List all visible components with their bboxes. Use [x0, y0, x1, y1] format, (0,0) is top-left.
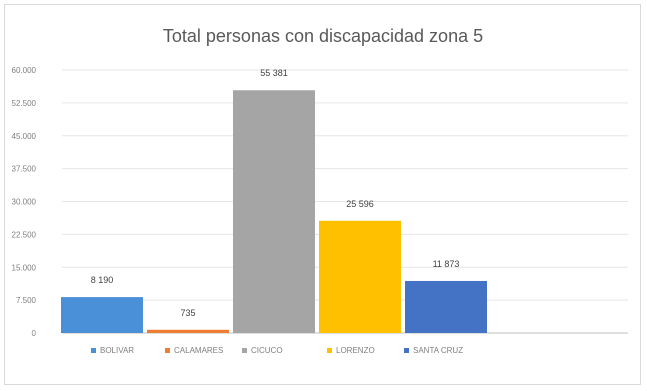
legend-swatch	[242, 348, 247, 353]
legend-swatch	[404, 348, 409, 353]
legend-swatch	[165, 348, 170, 353]
y-tick-label: 0	[32, 329, 37, 338]
bar-bolivar	[61, 297, 143, 333]
bar-santa-cruz	[405, 280, 487, 333]
legend-item-calamares: CALAMARES	[165, 346, 223, 355]
bar-cicuco	[233, 90, 315, 334]
data-labels: 8 190 735 55 381 25 596 11 873	[91, 68, 460, 318]
legend-label: SANTA CRUZ	[413, 346, 463, 355]
data-label: 25 596	[346, 199, 374, 209]
legend-swatch	[327, 348, 332, 353]
bars	[61, 90, 487, 334]
data-label: 8 190	[91, 275, 114, 285]
data-label: 735	[180, 308, 195, 318]
data-label: 11 873	[433, 259, 460, 269]
legend: BOLIVAR CALAMARES CICUCO LORENZO SANTA CRUZ	[91, 346, 463, 355]
legend-item-lorenzo: LORENZO	[327, 346, 375, 355]
legend-item-santa-cruz: SANTA CRUZ	[404, 346, 463, 355]
legend-swatch	[91, 348, 96, 353]
y-tick-label: 45.000	[12, 132, 37, 141]
legend-item-cicuco: CICUCO	[242, 346, 283, 355]
legend-item-bolivar: BOLIVAR	[91, 346, 134, 355]
data-label: 55 381	[260, 68, 288, 78]
legend-label: CICUCO	[251, 346, 283, 355]
legend-label: CALAMARES	[174, 346, 223, 355]
y-tick-label: 37.500	[12, 165, 37, 174]
legend-label: BOLIVAR	[100, 346, 134, 355]
y-tick-label: 30.000	[12, 198, 37, 207]
y-tick-label: 22.500	[12, 230, 37, 239]
y-tick-label: 7.500	[16, 296, 37, 305]
y-tick-label: 52.500	[12, 99, 37, 108]
y-axis-ticks: 0 7.500 15.000 22.500 30.000 37.500 45.000 52.5…	[12, 66, 37, 338]
y-tick-label: 15.000	[12, 263, 37, 272]
bar-lorenzo	[319, 220, 401, 333]
legend-label: LORENZO	[336, 346, 375, 355]
chart-title: Total personas con discapacidad zona 5	[163, 26, 483, 46]
y-tick-label: 60.000	[12, 66, 37, 75]
bar-calamares	[147, 329, 229, 333]
